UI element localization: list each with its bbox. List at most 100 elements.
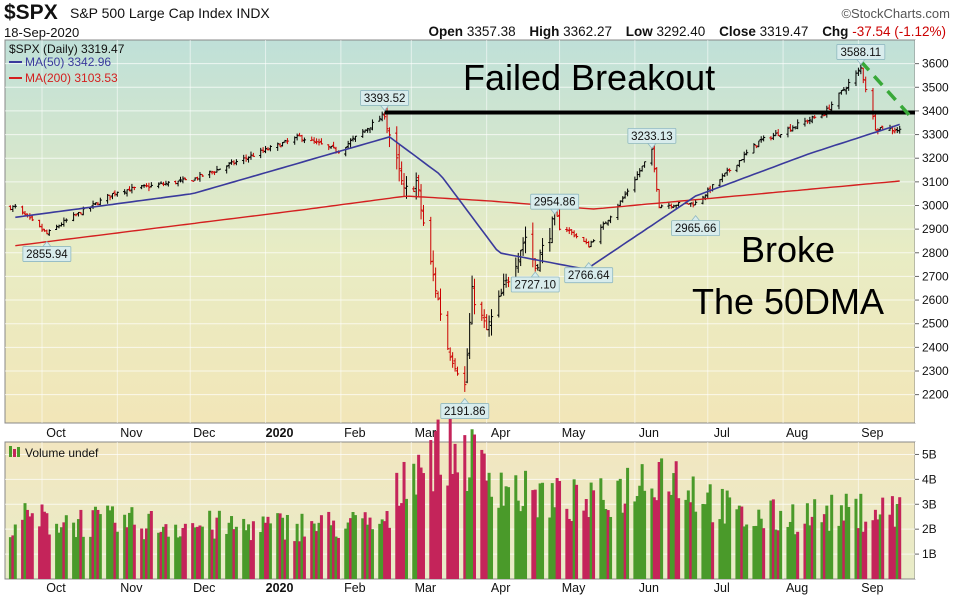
- high-label: High: [529, 24, 560, 39]
- price-tick-label: 3600: [922, 57, 949, 71]
- volume-bar: [757, 509, 761, 579]
- volume-bar: [844, 493, 848, 579]
- price-label-text: 2855.94: [26, 249, 68, 261]
- volume-bar: [404, 498, 408, 579]
- volume-bar: [672, 473, 676, 579]
- volume-bar: [181, 528, 185, 579]
- volume-bar: [487, 472, 491, 579]
- volume-bar: [142, 539, 146, 579]
- volume-bar: [531, 490, 535, 579]
- x-tick-label-volume: Sep: [861, 581, 883, 595]
- x-tick-label: Jun: [639, 426, 659, 440]
- volume-bar: [893, 526, 897, 579]
- volume-bar: [555, 477, 559, 579]
- volume-bar: [667, 491, 671, 579]
- volume-bar: [635, 496, 639, 579]
- y-ticks: 2200 2300 2400 2500 2600 2700 2800 2900 3000 3100…: [915, 57, 949, 561]
- volume-bar: [803, 523, 807, 579]
- x-tick-label: Dec: [193, 426, 215, 440]
- volume-bar: [144, 528, 148, 579]
- volume-bar: [400, 503, 404, 579]
- volume-bar: [72, 522, 76, 579]
- annotation-broke: Broke: [741, 229, 835, 270]
- volume-bar: [298, 541, 302, 579]
- volume-bar: [490, 496, 494, 579]
- volume-bar: [691, 476, 695, 579]
- price-label-text: 2965.66: [675, 223, 717, 235]
- volume-bar: [115, 531, 119, 579]
- price-label-text: 2766.64: [568, 270, 610, 282]
- volume-bar: [538, 483, 542, 579]
- volume-bar: [601, 499, 605, 579]
- volume-bar: [147, 513, 151, 579]
- high-value: 3362.27: [563, 24, 612, 39]
- volume-bar: [762, 528, 766, 579]
- x-tick-label: Oct: [46, 426, 66, 440]
- volume-bar: [485, 480, 489, 579]
- brand-link[interactable]: ©StockCharts.com: [841, 6, 950, 21]
- volume-bar: [349, 518, 353, 579]
- annotation-50dma: The 50DMA: [692, 281, 884, 322]
- volume-bar: [28, 516, 32, 579]
- volume-bar: [244, 530, 248, 579]
- volume-bar: [553, 507, 557, 579]
- volume-bar: [558, 481, 562, 579]
- price-tick-label: 3300: [922, 128, 949, 142]
- volume-bar: [157, 532, 161, 579]
- volume-bar: [599, 478, 603, 579]
- volume-bar: [429, 440, 433, 579]
- volume-bar: [708, 484, 712, 579]
- volume-bar: [701, 503, 705, 579]
- volume-bar: [502, 505, 506, 579]
- volume-bar: [336, 537, 340, 579]
- x-tick-label-volume: Aug: [786, 581, 808, 595]
- price-label-pointer: [530, 271, 541, 278]
- volume-bar: [361, 518, 365, 579]
- volume-bar: [633, 501, 637, 579]
- volume-bar: [497, 507, 501, 579]
- x-tick-label: Jul: [714, 426, 730, 440]
- volume-bar: [438, 474, 442, 579]
- legend-ma200: MA(200) 3103.53: [25, 71, 118, 85]
- volume-bar: [59, 527, 63, 579]
- chg-value: -37.54 (-1.12%): [852, 24, 946, 39]
- volume-bar: [193, 527, 197, 579]
- volume-bar: [79, 509, 83, 579]
- volume-bar: [208, 510, 212, 579]
- volume-bar: [623, 503, 627, 579]
- volume-bar: [451, 473, 455, 579]
- volume-bar: [480, 449, 484, 579]
- volume-bar: [380, 519, 384, 579]
- price-label-text: 3233.13: [631, 131, 673, 143]
- volume-bar: [570, 521, 574, 579]
- volume-bar: [162, 526, 166, 579]
- volume-bar: [283, 539, 287, 579]
- volume-bar: [249, 540, 253, 579]
- legend-volume: Volume undef: [25, 446, 99, 460]
- price-tick-label: 2200: [922, 388, 949, 402]
- volume-bar: [261, 516, 265, 579]
- volume-bar: [13, 524, 17, 579]
- volume-bar: [225, 533, 229, 579]
- volume-bar: [652, 497, 656, 579]
- volume-bar: [266, 516, 270, 579]
- volume-bar: [694, 511, 698, 579]
- volume-bar: [791, 504, 795, 579]
- volume-bar: [742, 526, 746, 579]
- volume-tick-label: 5B: [922, 447, 937, 461]
- volume-bar: [706, 492, 710, 579]
- price-label-text: 2954.86: [534, 197, 576, 209]
- volume-bar: [616, 480, 620, 579]
- volume-bar: [878, 514, 882, 579]
- volume-bar: [735, 509, 739, 579]
- volume-bar: [317, 522, 321, 579]
- price-label-pointer: [379, 105, 390, 112]
- volume-bar: [363, 512, 367, 579]
- volume-bar: [745, 524, 749, 579]
- legend-price: $SPX (Daily) 3319.47: [9, 42, 125, 56]
- volume-bar: [643, 490, 647, 579]
- price-tick-label: 3100: [922, 175, 949, 189]
- volume-bar: [723, 523, 727, 579]
- x-tick-label-volume: Nov: [120, 581, 143, 595]
